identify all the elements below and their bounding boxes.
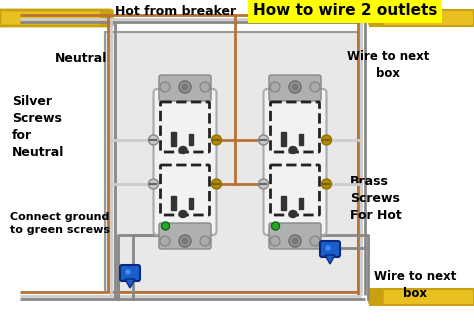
Circle shape bbox=[211, 135, 221, 145]
Circle shape bbox=[148, 135, 158, 145]
Ellipse shape bbox=[179, 211, 187, 217]
Polygon shape bbox=[125, 279, 135, 288]
Ellipse shape bbox=[179, 147, 187, 153]
Bar bbox=[189, 198, 193, 209]
Circle shape bbox=[258, 135, 268, 145]
Circle shape bbox=[200, 236, 210, 246]
FancyBboxPatch shape bbox=[269, 223, 321, 249]
Circle shape bbox=[126, 270, 130, 274]
FancyBboxPatch shape bbox=[320, 241, 340, 257]
Ellipse shape bbox=[289, 147, 297, 153]
Circle shape bbox=[182, 84, 188, 90]
FancyBboxPatch shape bbox=[370, 289, 474, 305]
Circle shape bbox=[289, 81, 301, 93]
FancyBboxPatch shape bbox=[159, 223, 211, 249]
Circle shape bbox=[270, 82, 280, 92]
FancyBboxPatch shape bbox=[159, 75, 211, 101]
FancyBboxPatch shape bbox=[369, 290, 383, 304]
Text: Brass
Screws
For Hot: Brass Screws For Hot bbox=[350, 175, 402, 222]
Bar bbox=[171, 132, 176, 146]
FancyBboxPatch shape bbox=[369, 11, 383, 25]
FancyBboxPatch shape bbox=[269, 75, 321, 101]
Circle shape bbox=[321, 135, 331, 145]
Bar bbox=[299, 134, 303, 145]
Circle shape bbox=[292, 84, 298, 90]
Circle shape bbox=[162, 222, 170, 230]
Circle shape bbox=[270, 236, 280, 246]
Circle shape bbox=[200, 82, 210, 92]
Text: How to wire 2 outlets: How to wire 2 outlets bbox=[253, 3, 437, 18]
Polygon shape bbox=[325, 255, 335, 264]
FancyBboxPatch shape bbox=[370, 10, 474, 26]
Bar bbox=[281, 132, 286, 146]
Circle shape bbox=[160, 236, 170, 246]
Bar bbox=[189, 134, 193, 145]
Circle shape bbox=[326, 246, 330, 250]
Bar bbox=[171, 196, 176, 210]
Text: Hot from breaker: Hot from breaker bbox=[115, 5, 236, 18]
Bar bbox=[281, 196, 286, 210]
Text: Wire to next
box: Wire to next box bbox=[374, 270, 456, 300]
Circle shape bbox=[292, 238, 298, 244]
Circle shape bbox=[310, 236, 320, 246]
Circle shape bbox=[179, 81, 191, 93]
Text: Wire to next
box: Wire to next box bbox=[347, 50, 429, 80]
Circle shape bbox=[258, 179, 268, 189]
Bar bbox=[299, 198, 303, 209]
Circle shape bbox=[310, 82, 320, 92]
Circle shape bbox=[182, 238, 188, 244]
FancyBboxPatch shape bbox=[120, 265, 140, 281]
Circle shape bbox=[321, 179, 331, 189]
Circle shape bbox=[211, 179, 221, 189]
Text: Connect ground
to green screws: Connect ground to green screws bbox=[10, 212, 110, 235]
FancyBboxPatch shape bbox=[264, 89, 327, 235]
Bar bbox=[105, 32, 358, 292]
Circle shape bbox=[160, 82, 170, 92]
FancyBboxPatch shape bbox=[154, 89, 217, 235]
Circle shape bbox=[272, 222, 280, 230]
Text: Silver
Screws
for
Neutral: Silver Screws for Neutral bbox=[12, 95, 64, 159]
FancyBboxPatch shape bbox=[101, 10, 113, 26]
Circle shape bbox=[148, 179, 158, 189]
FancyBboxPatch shape bbox=[0, 10, 110, 26]
Circle shape bbox=[289, 235, 301, 247]
Circle shape bbox=[179, 235, 191, 247]
Text: Neutral: Neutral bbox=[55, 52, 108, 65]
Ellipse shape bbox=[289, 211, 297, 217]
